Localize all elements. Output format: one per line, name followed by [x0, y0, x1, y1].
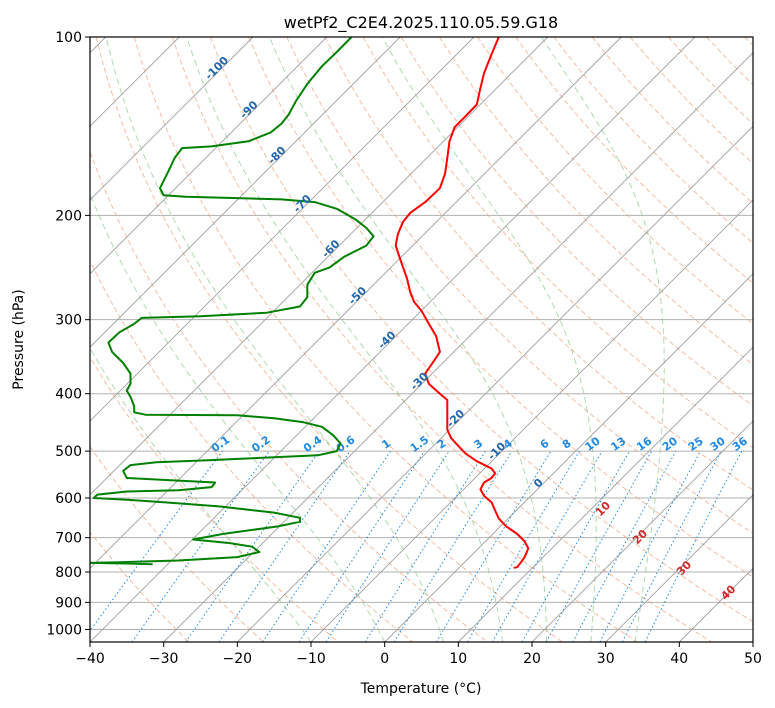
dry-adiabat-line	[438, 37, 753, 366]
profile-series	[90, 37, 530, 569]
moist-adiabat-line	[90, 192, 386, 642]
y-tick-label: 100	[55, 30, 82, 46]
y-tick-label: 600	[55, 491, 82, 507]
dewpoint-profile-line	[90, 37, 375, 566]
isotherms	[90, 37, 753, 642]
isotherm-line	[236, 125, 753, 642]
dry-adiabat-line	[362, 37, 753, 449]
temperature-profile-line	[394, 37, 530, 569]
dry-adiabat-line	[90, 259, 414, 642]
mixing-ratio-line	[644, 450, 743, 642]
isotherm-line	[605, 494, 753, 642]
isotherm-line	[531, 420, 753, 642]
mixing-ratio-line	[521, 450, 630, 642]
isotherm-line	[90, 37, 328, 275]
isotherm-line	[457, 346, 753, 642]
mixing-ratio-line	[218, 450, 351, 642]
dry-adiabats	[90, 37, 753, 642]
isotherm-line	[90, 37, 622, 569]
x-tick-label: 10	[449, 651, 467, 667]
dry-adiabat-line	[133, 37, 638, 642]
isotherm-line	[384, 273, 753, 642]
pressure-gridlines	[90, 37, 753, 630]
y-tick-label: 200	[55, 208, 82, 224]
chart-title: wetPf2_C2E4.2025.110.05.59.G18	[284, 13, 558, 33]
y-axis-ticks: 100 200 300 400 500 600 700 800 900 1000	[46, 30, 90, 638]
x-tick-label: 30	[597, 651, 615, 667]
x-axis-ticks: −40 −30 −20 −10 0 10 20 30 40 50	[75, 642, 762, 667]
x-tick-label: 20	[523, 651, 541, 667]
dry-adiabat-line	[95, 37, 563, 642]
mixing-ratio-line	[545, 450, 653, 642]
mixing-ratio-line	[131, 450, 270, 642]
dry-adiabat-line	[90, 531, 190, 642]
dry-adiabat-line	[286, 37, 753, 534]
y-tick-label: 800	[55, 565, 82, 581]
y-tick-label: 1000	[46, 622, 82, 638]
y-tick-label: 900	[55, 595, 82, 611]
x-tick-label: −40	[75, 651, 105, 667]
x-tick-label: −30	[149, 651, 179, 667]
isotherm-line	[90, 37, 475, 422]
moist-adiabat-line	[381, 37, 597, 642]
plot-frame	[89, 36, 754, 643]
isotherm-line	[90, 37, 254, 201]
x-tick-label: 0	[380, 651, 389, 667]
dry-adiabat-line	[90, 445, 264, 642]
dry-adiabat-line	[324, 37, 753, 491]
plot-area: 0.1 0.2 0.4 0.6 1 1.5 2 3 4 6 8 10 13 16 20 25 30 36 -100…	[90, 37, 753, 642]
mixing-ratio-line	[262, 450, 392, 642]
dry-adiabat-line	[210, 37, 753, 623]
x-axis-label: Temperature (°C)	[360, 681, 482, 697]
dry-adiabat-line	[477, 37, 753, 325]
y-tick-label: 300	[55, 313, 82, 329]
isotherm-line	[90, 37, 401, 348]
moist-adiabat-line	[186, 37, 503, 642]
dry-adiabat-line	[90, 356, 339, 642]
mixing-ratio-line	[393, 450, 513, 642]
dry-adiabat-line	[515, 37, 753, 284]
isotherm-line	[310, 199, 753, 642]
mixing-ratio-line	[572, 450, 677, 642]
y-axis-label: Pressure (hPa)	[11, 289, 27, 389]
x-tick-label: −10	[296, 651, 326, 667]
y-tick-label: 500	[55, 444, 82, 460]
dry-adiabat-line	[171, 37, 712, 642]
dry-adiabat-line	[400, 37, 753, 407]
dry-adiabat-line	[248, 37, 753, 578]
isotherm-line	[90, 37, 696, 642]
x-tick-label: −20	[223, 651, 253, 667]
y-tick-label: 700	[55, 531, 82, 547]
mixing-ratio-line	[298, 450, 425, 642]
y-tick-label: 400	[55, 387, 82, 403]
x-tick-label: 40	[670, 651, 688, 667]
x-tick-label: 50	[744, 651, 762, 667]
isotherm-line	[163, 52, 753, 642]
moist-adiabats	[90, 37, 665, 642]
mixing-ratio-line	[185, 450, 320, 642]
moist-adiabat-line	[540, 37, 665, 642]
mixing-ratio-line	[325, 450, 450, 642]
isotherm-line	[90, 37, 549, 496]
moist-adiabat-line	[105, 37, 445, 642]
dry-adiabat-line	[90, 150, 488, 642]
moist-adiabat-line	[269, 37, 548, 642]
